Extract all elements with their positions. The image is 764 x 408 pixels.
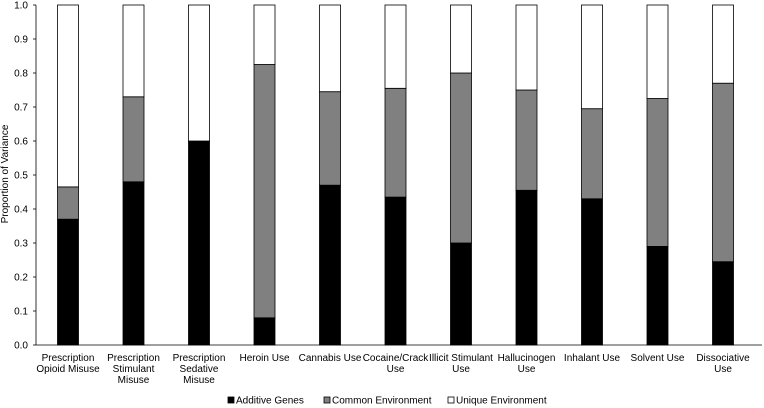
bar-segment-common-environment [712, 82, 734, 263]
bar-segment-additive-genes [515, 189, 538, 346]
legend-swatch [227, 396, 235, 404]
legend-label: Unique Environment [456, 396, 547, 407]
x-category-label-line: Illicit Stimulant [429, 353, 493, 364]
bar-segment-unique-environment [384, 4, 407, 89]
bar-segment-unique-environment [515, 4, 538, 91]
x-category-label-line: Opioid Misuse [36, 364, 100, 375]
x-category-label-line: Use [518, 364, 536, 375]
x-category-label: Cocaine/Crack Use [363, 353, 430, 375]
bar-segment-unique-environment [319, 4, 341, 93]
y-tick-label: 0.5 [14, 171, 28, 182]
y-tick-label: 0.4 [14, 205, 28, 216]
y-tick-label: 0.6 [14, 137, 28, 148]
x-category-label-line: Prescription [107, 353, 160, 364]
x-category-label-line: Inhalant Use [564, 353, 621, 364]
x-category-label-line: Cocaine/Crack [363, 353, 430, 364]
bar-segment-additive-genes [450, 242, 472, 346]
bar-segment-common-environment [122, 96, 145, 183]
bar-segment-additive-genes [188, 140, 210, 346]
legend-label: Additive Genes [236, 396, 304, 407]
legend-swatch [447, 396, 455, 404]
x-category-label: Prescription Opioid Misuse [36, 353, 100, 375]
bar-segment-additive-genes [712, 261, 734, 346]
x-category-label: Prescription Stimulant Misuse [107, 353, 160, 386]
x-category-label-line: Hallucinogen [498, 353, 556, 364]
bar-segment-unique-environment [122, 4, 145, 98]
bar-segment-additive-genes [122, 181, 145, 346]
y-tick-label: 0.1 [14, 307, 28, 318]
bar-segment-unique-environment [57, 4, 79, 188]
bar-segment-common-environment [57, 186, 79, 220]
x-category-label-line: Use [452, 364, 470, 375]
axes [35, 5, 762, 346]
x-category-label-line: Misuse [118, 375, 150, 386]
y-tick-label: 0.9 [14, 35, 28, 46]
bar-segment-unique-environment [450, 4, 472, 74]
x-category-label-line: Sedative [180, 364, 219, 375]
y-axis-ticks: 0.0 0.1 0.2 0.3 0.4 0.5 0.6 0.7 0.8 0.9 1.0 [14, 1, 36, 352]
y-tick-label: 1.0 [14, 1, 28, 12]
bar-segment-unique-environment [581, 4, 603, 110]
bar-segment-additive-genes [57, 218, 79, 346]
bar-segment-common-environment [581, 108, 603, 200]
x-category-label-line: Heroin Use [239, 353, 289, 364]
bar-segment-unique-environment [646, 4, 669, 99]
bars [57, 4, 734, 346]
bar-segment-additive-genes [646, 245, 669, 346]
bar-segment-common-environment [384, 87, 407, 198]
y-tick-label: 0.0 [14, 341, 28, 352]
x-category-label-line: Cannabis Use [299, 353, 362, 364]
bar-segment-additive-genes [319, 184, 341, 346]
y-axis-label: Proportion of Variance [0, 124, 11, 223]
x-category-label-line: Solvent Use [631, 353, 685, 364]
x-category-label: Dissociative Use [696, 353, 750, 375]
x-category-label: Heroin Use [239, 353, 289, 364]
x-category-label-line: Prescription [173, 353, 226, 364]
legend-label: Common Environment [332, 396, 432, 407]
bar-segment-unique-environment [712, 4, 734, 84]
x-category-label: Solvent Use [631, 353, 685, 364]
x-category-label-line: Stimulant [113, 364, 155, 375]
x-category-label: Inhalant Use [564, 353, 621, 364]
x-category-label-line: Use [387, 364, 405, 375]
x-category-label-line: Use [714, 364, 732, 375]
bar-segment-unique-environment [253, 4, 276, 65]
bar-segment-common-environment [253, 64, 276, 319]
x-category-label: Hallucinogen Use [498, 353, 556, 375]
x-category-label: Illicit Stimulant Use [429, 353, 493, 375]
x-category-label-line: Misuse [183, 375, 215, 386]
y-axis-title: Proportion of Variance [0, 124, 11, 223]
legend: Additive Genes Common Environment Unique E… [227, 396, 547, 407]
bar-segment-common-environment [319, 91, 341, 186]
x-category-label: Prescription Sedative Misuse [173, 353, 226, 386]
y-tick-label: 0.3 [14, 239, 28, 250]
bar-segment-common-environment [515, 89, 538, 191]
y-tick-label: 0.8 [14, 69, 28, 80]
bar-segment-unique-environment [188, 4, 210, 142]
x-category-label-line: Dissociative [696, 353, 750, 364]
x-category-label-line: Prescription [42, 353, 95, 364]
bar-segment-common-environment [450, 72, 472, 244]
bar-segment-additive-genes [384, 196, 407, 346]
bar-segment-additive-genes [581, 198, 603, 346]
y-tick-label: 0.7 [14, 103, 28, 114]
bar-segment-additive-genes [253, 317, 276, 346]
x-category-label: Cannabis Use [299, 353, 362, 364]
bar-segment-common-environment [646, 98, 669, 247]
y-tick-label: 0.2 [14, 273, 28, 284]
legend-swatch [323, 396, 331, 404]
